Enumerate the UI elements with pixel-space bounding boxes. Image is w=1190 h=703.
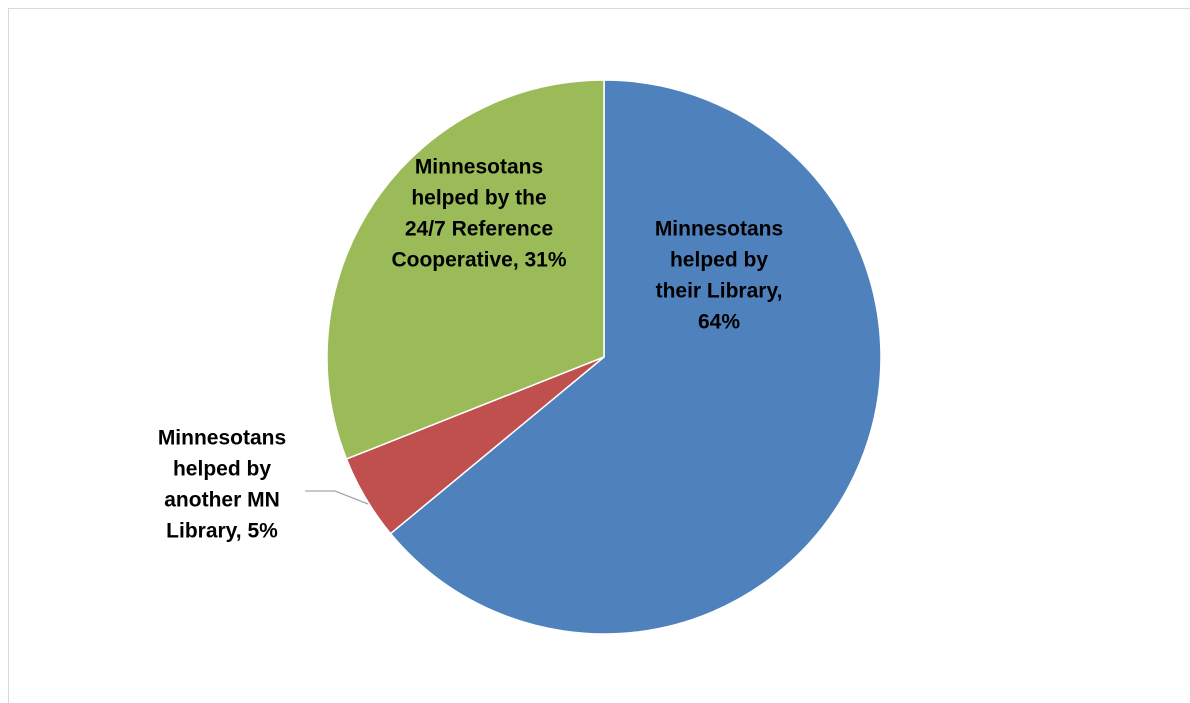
slice-label-line: another MN: [164, 489, 280, 512]
slice-label-line: Minnesotans: [415, 156, 543, 179]
slice-labels: Minnesotans helped by their Library, 64%Min…: [158, 156, 783, 543]
slice-label-line: Cooperative, 31%: [391, 249, 566, 272]
slice-label-another-mn-library: Minnesotans helped by another MN Library, 5…: [158, 427, 286, 543]
slice-label-line: helped by the: [411, 187, 546, 210]
pie-slices: [326, 79, 882, 635]
slice-label-reference-cooperative: Minnesotans helped by the 24/7 Reference Co…: [391, 156, 566, 272]
pie-slice-their-library: [389, 79, 882, 635]
slice-label-line: 24/7 Reference: [405, 218, 553, 241]
chart-area: [8, 8, 1190, 703]
slice-label-line: helped by: [670, 249, 768, 272]
slice-label-line: helped by: [173, 458, 271, 481]
slice-label-line: Minnesotans: [158, 427, 286, 450]
slice-label-line: Minnesotans: [655, 218, 783, 241]
slice-label-line: Library, 5%: [166, 520, 278, 543]
leader-line-another-mn-library: [305, 490, 369, 505]
pie-slice-reference-cooperative: [326, 79, 605, 460]
slice-label-line: 64%: [698, 311, 740, 334]
leader-lines: [305, 490, 369, 505]
slice-label-line: their Library,: [656, 280, 783, 303]
slice-label-their-library: Minnesotans helped by their Library, 64%: [655, 218, 783, 334]
